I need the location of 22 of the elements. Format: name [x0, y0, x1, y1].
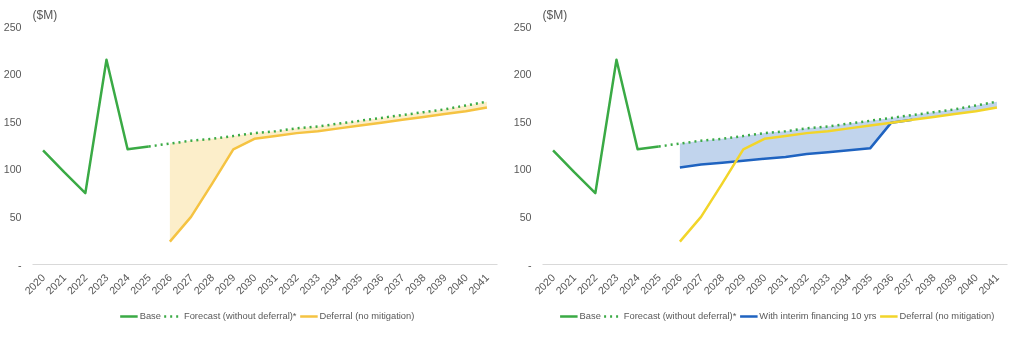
y-tick-label: 200	[3, 68, 22, 81]
y-axis-title: ($M)	[32, 7, 58, 22]
y-tick-label: 150	[3, 115, 22, 128]
y-tick-label: 250	[513, 20, 532, 33]
legend-label: With interim financing 10 yrs	[759, 311, 877, 321]
legend-label: Base	[139, 311, 161, 321]
y-tick-label: 250	[3, 20, 22, 33]
y-tick-label: 100	[513, 163, 532, 176]
y-tick-label: 50	[519, 210, 532, 223]
y-tick-label: -	[527, 258, 532, 271]
legend-label: Forecast (without deferral)*	[183, 311, 297, 321]
y-axis-title: ($M)	[542, 7, 568, 22]
legend-label: Base	[579, 311, 601, 321]
line-series	[678, 106, 999, 243]
legend-label: Deferral (no mitigation)	[319, 311, 415, 321]
legend-label: Deferral (no mitigation)	[899, 311, 995, 321]
y-tick-label: 200	[513, 68, 532, 81]
y-tick-label: 50	[9, 210, 22, 223]
legend-label: Forecast (without deferral)*	[623, 311, 737, 321]
y-tick-label: 100	[3, 163, 22, 176]
y-tick-label: 150	[513, 115, 532, 128]
y-tick-label: -	[17, 258, 22, 271]
